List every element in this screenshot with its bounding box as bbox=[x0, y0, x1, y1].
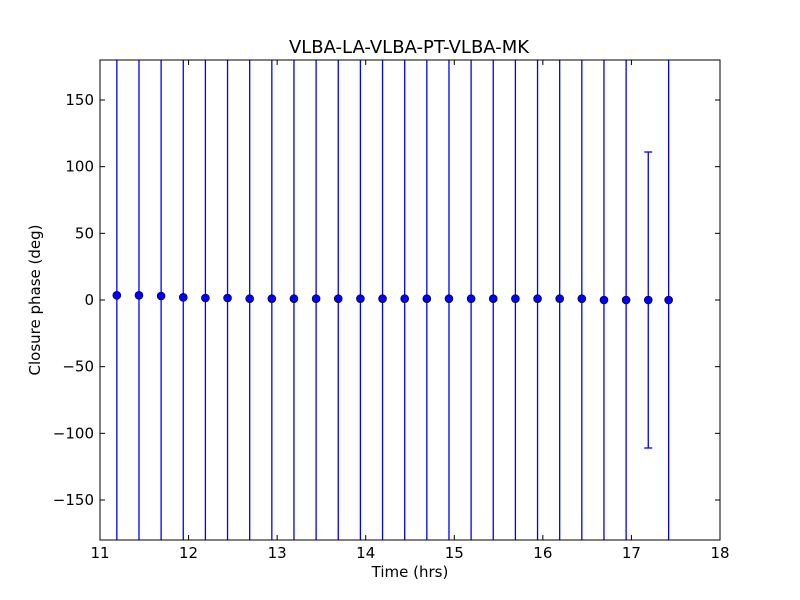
data-point bbox=[112, 291, 122, 300]
x-tick-label: 12 bbox=[179, 544, 198, 562]
plot-area: 11 12 13 14 15 16 17 18 −150 −100 −50 0 50 100 150 bbox=[53, 59, 730, 562]
x-tick-label: 13 bbox=[268, 544, 287, 562]
data-point bbox=[511, 294, 520, 303]
y-tick-label: 150 bbox=[65, 91, 94, 109]
data-point bbox=[333, 294, 343, 303]
x-tick-label: 17 bbox=[622, 544, 641, 562]
data-point bbox=[156, 291, 166, 301]
data-point bbox=[555, 294, 564, 303]
data-point bbox=[178, 293, 188, 302]
data-point bbox=[356, 294, 365, 303]
data-point bbox=[577, 294, 587, 303]
data-point bbox=[245, 294, 254, 303]
data-point bbox=[533, 294, 542, 303]
y-tick-label: 0 bbox=[84, 291, 94, 309]
data-point bbox=[444, 294, 454, 303]
y-tick-label: −150 bbox=[53, 491, 94, 509]
y-tick-label: 100 bbox=[65, 158, 94, 176]
data-point bbox=[422, 294, 432, 303]
x-tick-label: 16 bbox=[533, 544, 552, 562]
data-point bbox=[223, 293, 232, 303]
y-axis-label: Closure phase (deg) bbox=[26, 225, 44, 376]
data-point bbox=[378, 294, 387, 303]
data-point bbox=[311, 294, 321, 303]
x-axis-label: Time (hrs) bbox=[371, 563, 449, 581]
x-tick-label: 11 bbox=[90, 544, 109, 562]
y-tick-label: −100 bbox=[53, 424, 94, 442]
data-point bbox=[621, 295, 631, 305]
data-point bbox=[400, 294, 409, 303]
x-tick-label: 18 bbox=[710, 544, 729, 562]
data-point bbox=[664, 295, 673, 305]
data-point bbox=[267, 294, 277, 303]
chart-title: VLBA-LA-VLBA-PT-VLBA-MK bbox=[289, 37, 530, 58]
data-point bbox=[466, 294, 476, 303]
data-point bbox=[599, 295, 609, 305]
y-tick-label: −50 bbox=[62, 358, 94, 376]
y-tick-label: 50 bbox=[75, 224, 94, 242]
x-tick-label: 15 bbox=[445, 544, 464, 562]
plot-frame bbox=[99, 59, 721, 541]
x-tick-label: 14 bbox=[356, 544, 375, 562]
data-point bbox=[488, 294, 498, 303]
data-point bbox=[289, 294, 299, 303]
data-point bbox=[134, 291, 144, 300]
data-point bbox=[643, 295, 653, 305]
data-point bbox=[201, 293, 210, 303]
